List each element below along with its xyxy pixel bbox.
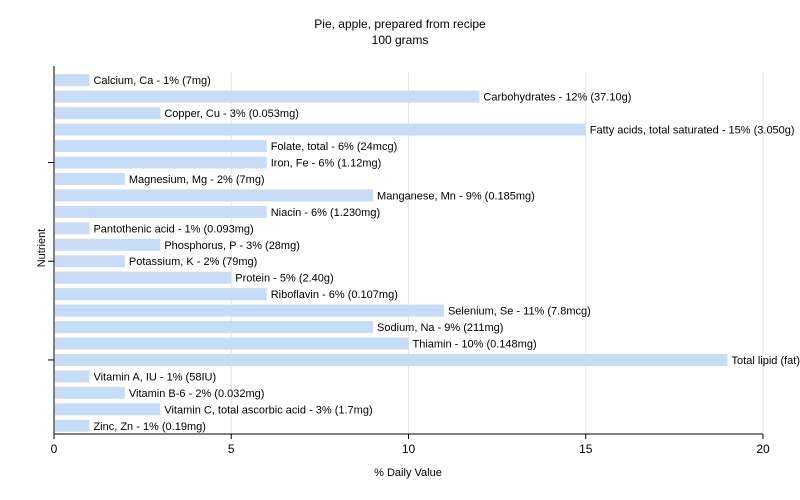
bar-label: Pantothenic acid - 1% (0.093mg) — [93, 223, 253, 235]
bar-label: Magnesium, Mg - 2% (7mg) — [129, 174, 265, 186]
bar — [55, 271, 232, 284]
chart-title-text: Pie, apple, prepared from recipe — [314, 17, 486, 31]
bar — [55, 156, 267, 169]
bar — [55, 386, 125, 399]
bar-label: Zinc, Zn - 1% (0.19mg) — [93, 421, 205, 433]
bar — [55, 321, 374, 334]
bar-label: Iron, Fe - 6% (1.12mg) — [271, 158, 382, 170]
bar — [55, 90, 480, 103]
bar-label: Selenium, Se - 11% (7.8mcg) — [448, 306, 591, 318]
bar — [55, 140, 267, 153]
chart-title: Pie, apple, prepared from recipe 100 gra… — [314, 17, 486, 47]
y-axis-title: Nutrient — [36, 229, 48, 268]
bar — [55, 353, 728, 366]
bar-label: Phosphorus, P - 3% (28mg) — [164, 240, 300, 252]
bar — [55, 419, 90, 432]
bar — [55, 172, 125, 185]
bar — [55, 403, 161, 416]
x-tick-label: 10 — [402, 442, 416, 456]
bar-label: Vitamin A, IU - 1% (58IU) — [93, 371, 216, 383]
x-tick-label: 20 — [756, 442, 770, 456]
bar — [55, 304, 444, 317]
bar — [55, 255, 125, 268]
bar-label: Niacin - 6% (1.230mg) — [271, 207, 380, 219]
x-tick-label: 5 — [228, 442, 235, 456]
bar-label: Vitamin B-6 - 2% (0.032mg) — [129, 388, 265, 400]
bar — [55, 288, 267, 301]
bar — [55, 238, 161, 251]
bar-label: Folate, total - 6% (24mcg) — [271, 141, 398, 153]
bar — [55, 107, 161, 120]
bar-label: Calcium, Ca - 1% (7mg) — [93, 75, 210, 87]
bar-label: Protein - 5% (2.40g) — [235, 273, 333, 285]
bar-label: Carbohydrates - 12% (37.10g) — [483, 92, 631, 104]
bar-label: Manganese, Mn - 9% (0.185mg) — [377, 190, 535, 202]
bar — [55, 74, 90, 87]
bar — [55, 370, 90, 383]
bar-label: Vitamin C, total ascorbic acid - 3% (1.7… — [164, 404, 372, 416]
bar — [55, 337, 409, 350]
bar-label: Sodium, Na - 9% (211mg) — [377, 322, 503, 334]
bar — [55, 222, 90, 235]
x-axis-title: % Daily Value — [374, 467, 442, 479]
bar — [55, 205, 267, 218]
bar — [55, 123, 586, 136]
axes: 0 5 10 15 20 — [48, 66, 770, 456]
bars: Calcium, Ca - 1% (7mg) Carbohydrates - 12… — [55, 74, 800, 433]
bar-label: Riboflavin - 6% (0.107mg) — [271, 289, 398, 301]
bar — [55, 189, 374, 202]
bar-label: Thiamin - 10% (0.148mg) — [413, 339, 537, 351]
bar-label: Potassium, K - 2% (79mg) — [129, 256, 257, 268]
x-tick-label: 15 — [579, 442, 593, 456]
bar-label: Copper, Cu - 3% (0.053mg) — [164, 108, 299, 120]
x-tick-label: 0 — [51, 442, 58, 456]
bar-label: Fatty acids, total saturated - 15% (3.05… — [590, 125, 795, 137]
chart-subtitle-text: 100 grams — [372, 33, 429, 47]
bar-label: Total lipid (fat) - 19% (12.50g) — [732, 355, 800, 367]
